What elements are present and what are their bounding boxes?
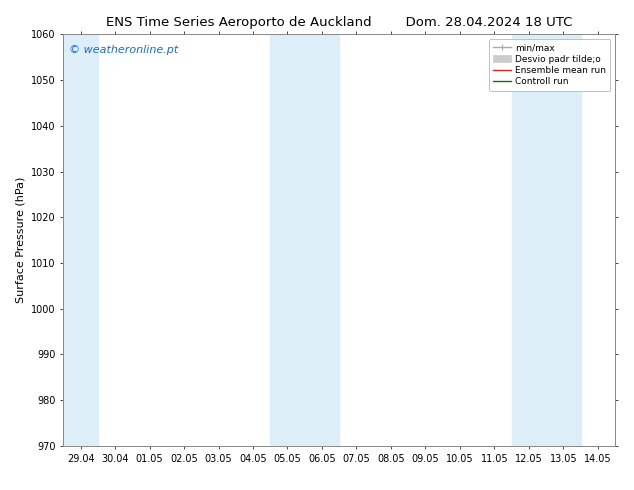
Title: ENS Time Series Aeroporto de Auckland        Dom. 28.04.2024 18 UTC: ENS Time Series Aeroporto de Auckland Do… [106,16,573,29]
Bar [63,34,98,446]
Y-axis label: Surface Pressure (hPa): Surface Pressure (hPa) [16,177,25,303]
Text: © weatheronline.pt: © weatheronline.pt [69,45,178,54]
Legend: min/max, Desvio padr tilde;o, Ensemble mean run, Controll run: min/max, Desvio padr tilde;o, Ensemble m… [489,39,611,91]
Bar [270,34,339,446]
Bar [512,34,581,446]
